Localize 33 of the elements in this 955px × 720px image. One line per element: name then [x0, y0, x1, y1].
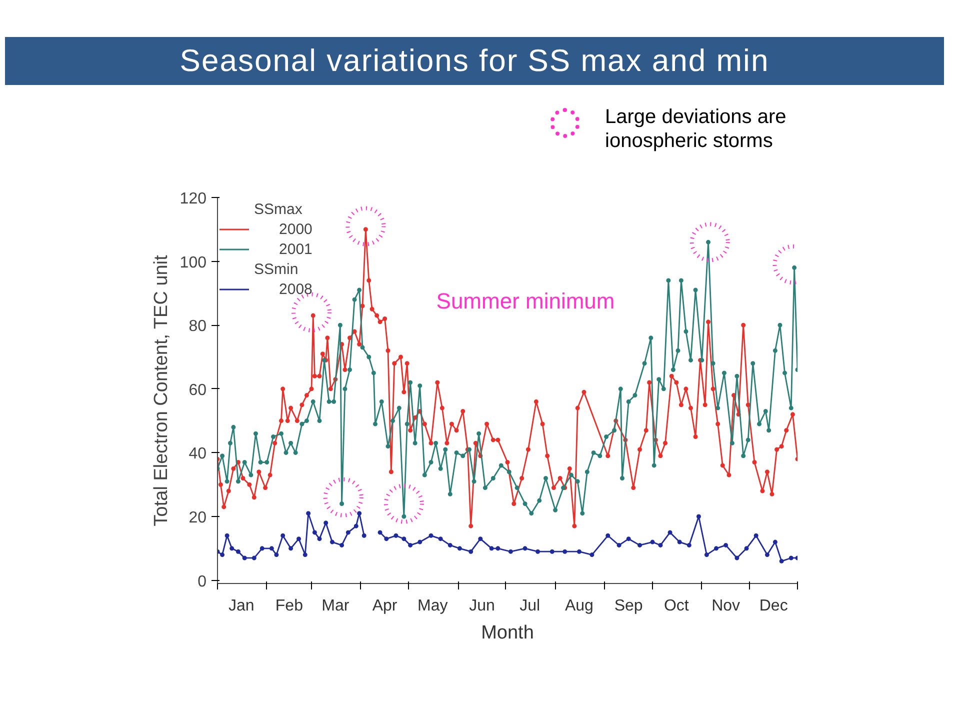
point — [323, 477, 364, 518]
annotation: SSmax — [254, 200, 302, 218]
x-tick-label: May — [417, 598, 448, 614]
x-tick-label: Apr — [372, 598, 398, 614]
point — [690, 222, 730, 262]
y-tick-label: 0 — [198, 573, 207, 590]
x-tick-label: Sep — [614, 598, 643, 614]
y-tick-label: 40 — [188, 446, 207, 463]
y-tick-label: 80 — [188, 318, 207, 336]
x-tick-label: Feb — [275, 598, 304, 614]
y-tick-label: 20 — [188, 510, 207, 527]
y-tick-label: 60 — [188, 382, 207, 399]
x-tick-label: Nov — [712, 598, 740, 614]
point — [384, 484, 424, 524]
legend-label: 2000 — [278, 220, 312, 238]
y-tick-label: 120 — [180, 190, 207, 208]
x-tick-label: Oct — [664, 598, 690, 614]
point — [346, 206, 386, 246]
x-tick-label: Jun — [469, 598, 495, 614]
legend-label: 2008 — [278, 280, 312, 298]
legend-label: 2001 — [278, 240, 312, 258]
x-tick-label: Dec — [759, 598, 788, 614]
x-tick-label: Jan — [228, 598, 254, 614]
x-tick-label: Aug — [564, 598, 594, 614]
y-tick-label: 100 — [180, 254, 207, 272]
annotation: Summer minimum — [436, 288, 615, 314]
y-axis-title: Total Electron Content, TEC unit — [150, 254, 172, 526]
chart-title: Seasonal variations for SS max and min — [5, 37, 944, 85]
annotation: SSmin — [254, 260, 298, 278]
x-axis-title: Month — [481, 622, 534, 644]
legend-label: Large deviations are ionospheric storms — [605, 105, 788, 153]
x-tick-label: Jul — [520, 598, 540, 614]
x-tick-label: Mar — [322, 598, 350, 614]
